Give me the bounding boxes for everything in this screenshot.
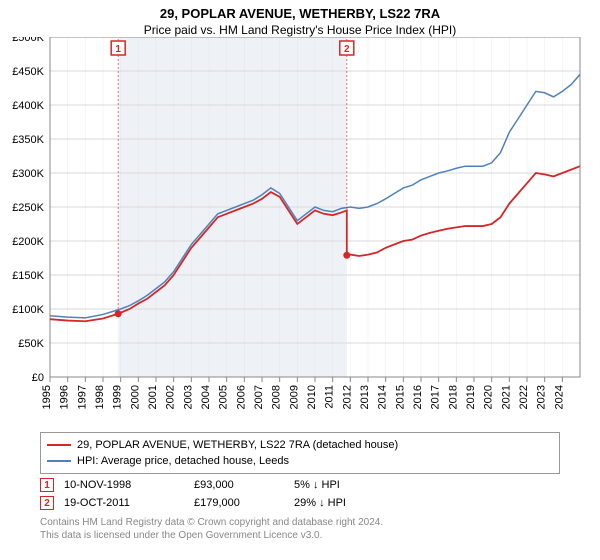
svg-text:2012: 2012 [341, 385, 353, 409]
svg-text:2011: 2011 [324, 385, 336, 409]
svg-text:1: 1 [115, 44, 121, 55]
svg-text:£50K: £50K [18, 338, 44, 350]
svg-text:1995: 1995 [41, 385, 53, 409]
attribution-line: Contains HM Land Registry data © Crown c… [40, 516, 560, 529]
sale-pct-vs-hpi: 29% ↓ HPI [294, 497, 394, 509]
svg-text:2021: 2021 [500, 385, 512, 409]
legend-swatch [47, 460, 71, 462]
svg-text:1998: 1998 [94, 385, 106, 409]
legend-label: HPI: Average price, detached house, Leed… [77, 453, 289, 469]
legend-box: 29, POPLAR AVENUE, WETHERBY, LS22 7RA (d… [40, 432, 560, 474]
svg-text:2000: 2000 [129, 385, 141, 409]
svg-text:£400K: £400K [12, 100, 44, 112]
svg-text:£450K: £450K [12, 66, 44, 78]
svg-text:£300K: £300K [12, 168, 44, 180]
svg-text:1997: 1997 [76, 385, 88, 409]
svg-text:2008: 2008 [271, 385, 283, 409]
svg-text:£200K: £200K [12, 236, 44, 248]
svg-text:2024: 2024 [553, 385, 565, 409]
sale-marker-icon: 1 [40, 478, 54, 492]
line-chart: £0 £50K £100K £150K £200K £250K £300K £350K £400… [0, 37, 600, 427]
svg-text:1996: 1996 [59, 385, 71, 409]
svg-text:2016: 2016 [412, 385, 424, 409]
svg-text:2018: 2018 [447, 385, 459, 409]
svg-text:2004: 2004 [200, 385, 212, 409]
svg-text:2001: 2001 [147, 385, 159, 409]
svg-text:2013: 2013 [359, 385, 371, 409]
svg-text:2017: 2017 [430, 385, 442, 409]
svg-text:£0: £0 [32, 372, 44, 384]
sale-row: 1 10-NOV-1998 £93,000 5% ↓ HPI [40, 478, 560, 492]
svg-text:2023: 2023 [536, 385, 548, 409]
svg-text:2019: 2019 [465, 385, 477, 409]
svg-text:2006: 2006 [235, 385, 247, 409]
chart-container: 29, POPLAR AVENUE, WETHERBY, LS22 7RA Pr… [0, 0, 600, 560]
svg-text:2003: 2003 [182, 385, 194, 409]
sale-date: 19-OCT-2011 [64, 497, 184, 509]
attribution-line: This data is licensed under the Open Gov… [40, 529, 560, 542]
sale-row: 2 19-OCT-2011 £179,000 29% ↓ HPI [40, 496, 560, 510]
legend-swatch [47, 444, 71, 446]
svg-text:£250K: £250K [12, 202, 44, 214]
chart-title: 29, POPLAR AVENUE, WETHERBY, LS22 7RA [0, 0, 600, 21]
svg-text:£500K: £500K [12, 37, 44, 44]
sale-price: £93,000 [194, 479, 284, 491]
chart-subtitle: Price paid vs. HM Land Registry's House … [0, 21, 600, 37]
chart-footer: 29, POPLAR AVENUE, WETHERBY, LS22 7RA (d… [40, 432, 560, 542]
legend-item: HPI: Average price, detached house, Leed… [47, 453, 553, 469]
sale-price: £179,000 [194, 497, 284, 509]
svg-text:2015: 2015 [394, 385, 406, 409]
svg-text:1999: 1999 [112, 385, 124, 409]
svg-text:2007: 2007 [253, 385, 265, 409]
attribution: Contains HM Land Registry data © Crown c… [40, 516, 560, 542]
svg-text:2010: 2010 [306, 385, 318, 409]
sale-pct-vs-hpi: 5% ↓ HPI [294, 479, 394, 491]
svg-text:2009: 2009 [288, 385, 300, 409]
svg-text:2005: 2005 [218, 385, 230, 409]
svg-text:£100K: £100K [12, 304, 44, 316]
sale-date: 10-NOV-1998 [64, 479, 184, 491]
sales-table: 1 10-NOV-1998 £93,000 5% ↓ HPI 2 19-OCT-2011 £… [40, 478, 560, 510]
svg-text:2002: 2002 [165, 385, 177, 409]
sale-marker-icon: 2 [40, 496, 54, 510]
svg-text:2014: 2014 [377, 385, 389, 409]
svg-text:£350K: £350K [12, 134, 44, 146]
legend-item: 29, POPLAR AVENUE, WETHERBY, LS22 7RA (d… [47, 437, 553, 453]
svg-text:2022: 2022 [518, 385, 530, 409]
svg-text:2: 2 [344, 44, 350, 55]
svg-text:2020: 2020 [483, 385, 495, 409]
svg-text:£150K: £150K [12, 270, 44, 282]
legend-label: 29, POPLAR AVENUE, WETHERBY, LS22 7RA (d… [77, 437, 398, 453]
